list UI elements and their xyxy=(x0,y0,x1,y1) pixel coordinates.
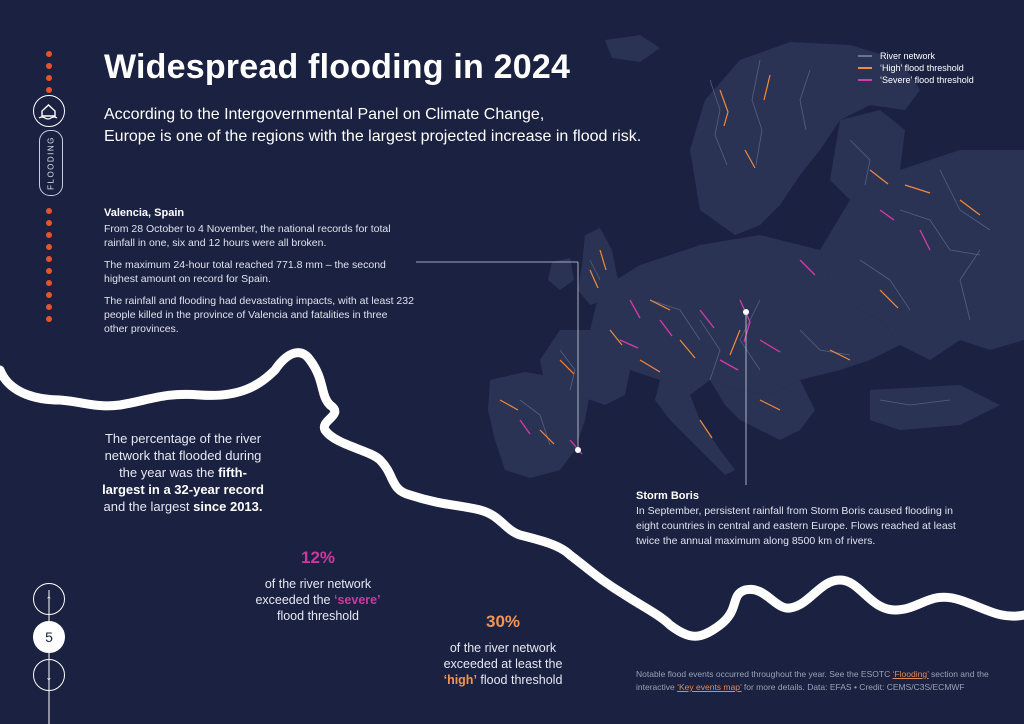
legend-label: ‘High’ flood threshold xyxy=(880,63,964,73)
arrow-up-icon: ↑ xyxy=(45,591,53,607)
stat-highlight: ‘severe’ xyxy=(333,593,381,607)
legend-item-severe: ‘Severe’ flood threshold xyxy=(858,74,974,86)
page-down-button[interactable]: ↓ xyxy=(33,659,65,691)
dot xyxy=(46,244,52,250)
subtitle-line: Europe is one of the regions with the la… xyxy=(104,128,642,145)
valencia-paragraph: The rainfall and flooding had devastatin… xyxy=(104,295,414,335)
legend-item-river: River network xyxy=(858,50,974,62)
dot xyxy=(46,63,52,69)
land-masses xyxy=(488,35,1024,478)
dot xyxy=(46,51,52,57)
dot xyxy=(46,268,52,274)
arrow-down-icon: ↓ xyxy=(45,667,53,683)
note-text: and the largest xyxy=(103,499,194,514)
legend-label: ‘Severe’ flood threshold xyxy=(880,75,974,85)
stat-high: 30% of the river network exceeded at lea… xyxy=(428,612,578,688)
legend-item-high: ‘High’ flood threshold xyxy=(858,62,974,74)
note-bold: fifth-largest in a 32-year record xyxy=(102,465,264,497)
legend-label: River network xyxy=(880,51,936,61)
dot xyxy=(46,256,52,262)
flood-house-icon xyxy=(33,95,65,127)
valencia-marker xyxy=(575,447,581,453)
section-tab-flooding[interactable]: FLOODING xyxy=(39,130,63,196)
sidebar-dots-bottom xyxy=(45,208,53,328)
dot xyxy=(46,232,52,238)
river-network-lines xyxy=(519,59,991,446)
sidebar-dots-top xyxy=(45,51,53,99)
legend-swatch xyxy=(858,79,872,81)
section-label: FLOODING xyxy=(46,136,56,190)
stat-text: of the river network exceeded at least t… xyxy=(443,641,563,671)
stat-value: 30% xyxy=(485,612,521,631)
stat-text: of the river network exceeded the xyxy=(255,577,372,607)
dot xyxy=(46,280,52,286)
dot xyxy=(46,208,52,214)
storm-boris-body: In September, persistent rainfall from S… xyxy=(636,505,956,547)
valencia-annotation: Valencia, Spain From 28 October to 4 Nov… xyxy=(104,206,414,344)
valencia-paragraph: From 28 October to 4 November, the natio… xyxy=(104,223,391,249)
legend-swatch xyxy=(858,67,872,69)
key-events-map-link[interactable]: ‘Key events map’ xyxy=(677,682,742,692)
page-number-badge: 5 xyxy=(33,621,65,653)
stat-severe: 12% of the river network exceeded the ‘s… xyxy=(238,548,398,624)
callout-lines xyxy=(416,261,747,485)
record-percentage-note: The percentage of the river network that… xyxy=(98,430,268,515)
page-up-button[interactable]: ↑ xyxy=(33,583,65,615)
footnote-text: section and the interactive xyxy=(636,669,989,692)
valencia-paragraph: The maximum 24-hour total reached 771.8 … xyxy=(104,259,386,285)
storm-boris-annotation: Storm Boris In September, persistent rai… xyxy=(636,489,956,549)
high-threshold-rivers xyxy=(499,74,981,445)
footnote-text: Notable flood events occurred throughout… xyxy=(636,669,893,679)
dot xyxy=(46,304,52,310)
storm-boris-heading: Storm Boris xyxy=(636,490,699,502)
decorative-river-line xyxy=(0,348,1024,641)
map-legend: River network ‘High’ flood threshold ‘Se… xyxy=(858,50,974,86)
valencia-heading: Valencia, Spain xyxy=(104,207,185,219)
note-bold: since 2013. xyxy=(193,499,263,514)
footnote-text: for more details. Data: EFAS • Credit: C… xyxy=(741,682,965,692)
page-title: Widespread flooding in 2024 xyxy=(104,48,571,86)
stat-text: flood threshold xyxy=(476,673,563,687)
footnote: Notable flood events occurred throughout… xyxy=(636,668,996,694)
dot xyxy=(46,316,52,322)
legend-swatch xyxy=(858,55,872,57)
page-subtitle: According to the Intergovernmental Panel… xyxy=(104,104,704,148)
page-number: 5 xyxy=(45,629,53,645)
dot xyxy=(46,75,52,81)
dot xyxy=(46,87,52,93)
subtitle-line: According to the Intergovernmental Panel… xyxy=(104,106,545,123)
dot xyxy=(46,292,52,298)
note-text: The percentage of the river network that… xyxy=(104,431,262,480)
dot xyxy=(46,220,52,226)
stat-highlight: ‘high’ xyxy=(443,673,477,687)
stat-text: flood threshold xyxy=(276,609,359,623)
flooding-section-link[interactable]: ‘Flooding’ xyxy=(892,669,929,679)
stat-value: 12% xyxy=(300,548,336,567)
storm-boris-marker xyxy=(743,309,749,315)
